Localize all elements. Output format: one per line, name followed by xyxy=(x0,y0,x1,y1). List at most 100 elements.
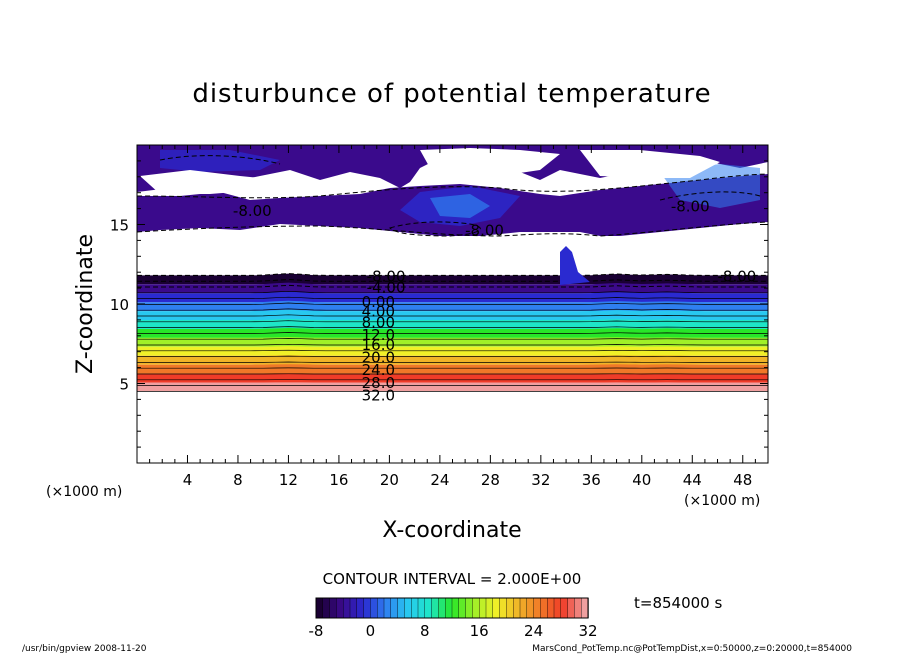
colorbar-cell xyxy=(390,597,399,619)
contour-line xyxy=(137,296,768,299)
contour-label: -8.00 xyxy=(367,267,406,285)
contour-line xyxy=(137,326,768,328)
colorbar-cell xyxy=(533,597,542,619)
colorbar-cell xyxy=(567,597,576,619)
contour-line xyxy=(137,314,768,317)
contour-label: 12.0 xyxy=(362,326,395,344)
colorbar-cell xyxy=(356,597,365,619)
colorbar-cell xyxy=(479,597,487,619)
contour-label: 28.0 xyxy=(362,374,395,392)
colorbar xyxy=(315,597,589,619)
contour-label: 0.00 xyxy=(362,293,395,311)
contour-line xyxy=(137,349,768,352)
plot-area xyxy=(137,145,768,463)
contour-interval: CONTOUR INTERVAL = 2.000E+00 xyxy=(323,570,582,588)
x-tick-label: 24 xyxy=(430,471,449,489)
footer-left: /usr/bin/gpview 2008-11-20 xyxy=(22,644,147,654)
colorbar-cell xyxy=(526,597,535,619)
contour-label: -8.00 xyxy=(718,267,757,285)
contour-label: 32.0 xyxy=(362,387,395,405)
contour-line xyxy=(137,355,768,357)
colorbar-cell xyxy=(329,597,338,619)
contour-line xyxy=(137,343,768,346)
x-tick-label: 28 xyxy=(481,471,500,489)
colorbar-cell xyxy=(431,597,440,619)
colorbar-cell xyxy=(485,597,494,619)
x-tick-label: 44 xyxy=(683,471,702,489)
contour-line xyxy=(137,284,768,288)
x-tick-label: 16 xyxy=(329,471,348,489)
band xyxy=(137,309,768,320)
x-tick-label: 32 xyxy=(531,471,550,489)
contour-labels: -8.00 -8.00-8.00-8.00-4.000.004.008.0012.… xyxy=(233,197,756,404)
colorbar-cell xyxy=(315,597,324,619)
x-tick-label: 40 xyxy=(632,471,651,489)
contour-line xyxy=(137,338,768,340)
contour-line xyxy=(137,302,768,305)
colorbar-cell xyxy=(343,597,351,619)
colorbar-cell xyxy=(465,597,474,619)
contour-label: 4.00 xyxy=(362,302,395,320)
x-unit-left: (×1000 m) xyxy=(46,484,122,500)
contour-label: 8.00 xyxy=(362,313,395,331)
footer-right: MarsCond_PotTemp.nc@PotTempDist,x=0:5000… xyxy=(532,644,852,654)
chart-title: disturbunce of potential temperature xyxy=(192,79,711,109)
colorbar-cell xyxy=(424,597,433,619)
contour-lines xyxy=(137,273,768,392)
contour-label: -8.00 xyxy=(671,197,710,215)
colorbar-cell xyxy=(363,597,372,619)
colorbar-cell xyxy=(547,597,555,619)
colorbar-ticks: -8 0 8 16 24 32 xyxy=(309,622,598,640)
y-tick-label: 10 xyxy=(110,296,129,314)
band xyxy=(137,291,768,303)
colorbar-cell xyxy=(397,597,406,619)
contour-line xyxy=(137,320,768,323)
contour-line xyxy=(137,290,768,294)
colorbar-cell xyxy=(417,597,426,619)
y-axis: 5 10 15 xyxy=(110,160,768,448)
band xyxy=(137,273,768,285)
y-axis-label: Z-coordinate xyxy=(73,234,98,374)
y-tick-label: 5 xyxy=(119,376,129,394)
time-label: t=854000 s xyxy=(634,594,722,612)
band xyxy=(137,328,768,338)
contour-line xyxy=(137,273,768,276)
colorbar-cell xyxy=(574,597,582,619)
upper-cloud-layer xyxy=(137,145,768,236)
x-axis: 4 8 12 16 20 24 28 32 36 40 44 48 xyxy=(149,145,756,489)
colorbar-cell xyxy=(445,597,453,619)
contour-label: 24.0 xyxy=(362,361,395,379)
colorbar-cell xyxy=(553,597,562,619)
colorbar-tick-label: 24 xyxy=(524,622,543,640)
x-tick-label: 4 xyxy=(183,471,193,489)
x-tick-label: 36 xyxy=(582,471,601,489)
colorbar-cell xyxy=(560,597,569,619)
contour-label: -8.00 xyxy=(465,221,504,239)
colorbar-cell xyxy=(513,597,521,619)
colorbar-cell xyxy=(336,597,344,619)
contour-line xyxy=(137,332,768,334)
colorbar-cell xyxy=(472,597,480,619)
contour-label: -8.00 xyxy=(233,202,272,220)
contour-line xyxy=(137,308,768,311)
colorbar-cell xyxy=(377,597,385,619)
contour-label: 16.0 xyxy=(362,336,395,354)
band xyxy=(137,364,768,374)
colorbar-cell xyxy=(506,597,514,619)
band xyxy=(137,382,768,392)
colorbar-cell xyxy=(458,597,467,619)
contour-label: -4.00 xyxy=(367,279,406,297)
colorbar-cell xyxy=(492,597,501,619)
colorbar-frame xyxy=(315,597,589,619)
clear-regions xyxy=(137,148,768,272)
colorbar-cell xyxy=(499,597,508,619)
colorbar-tick-label: 16 xyxy=(470,622,489,640)
x-tick-label: 8 xyxy=(233,471,243,489)
colorbar-cell xyxy=(581,597,589,619)
colorbar-tick-label: 32 xyxy=(578,622,597,640)
convective-plume xyxy=(560,246,590,285)
colorbar-cell xyxy=(411,597,419,619)
colorbar-cell xyxy=(438,597,446,619)
colorbar-cell xyxy=(519,597,528,619)
